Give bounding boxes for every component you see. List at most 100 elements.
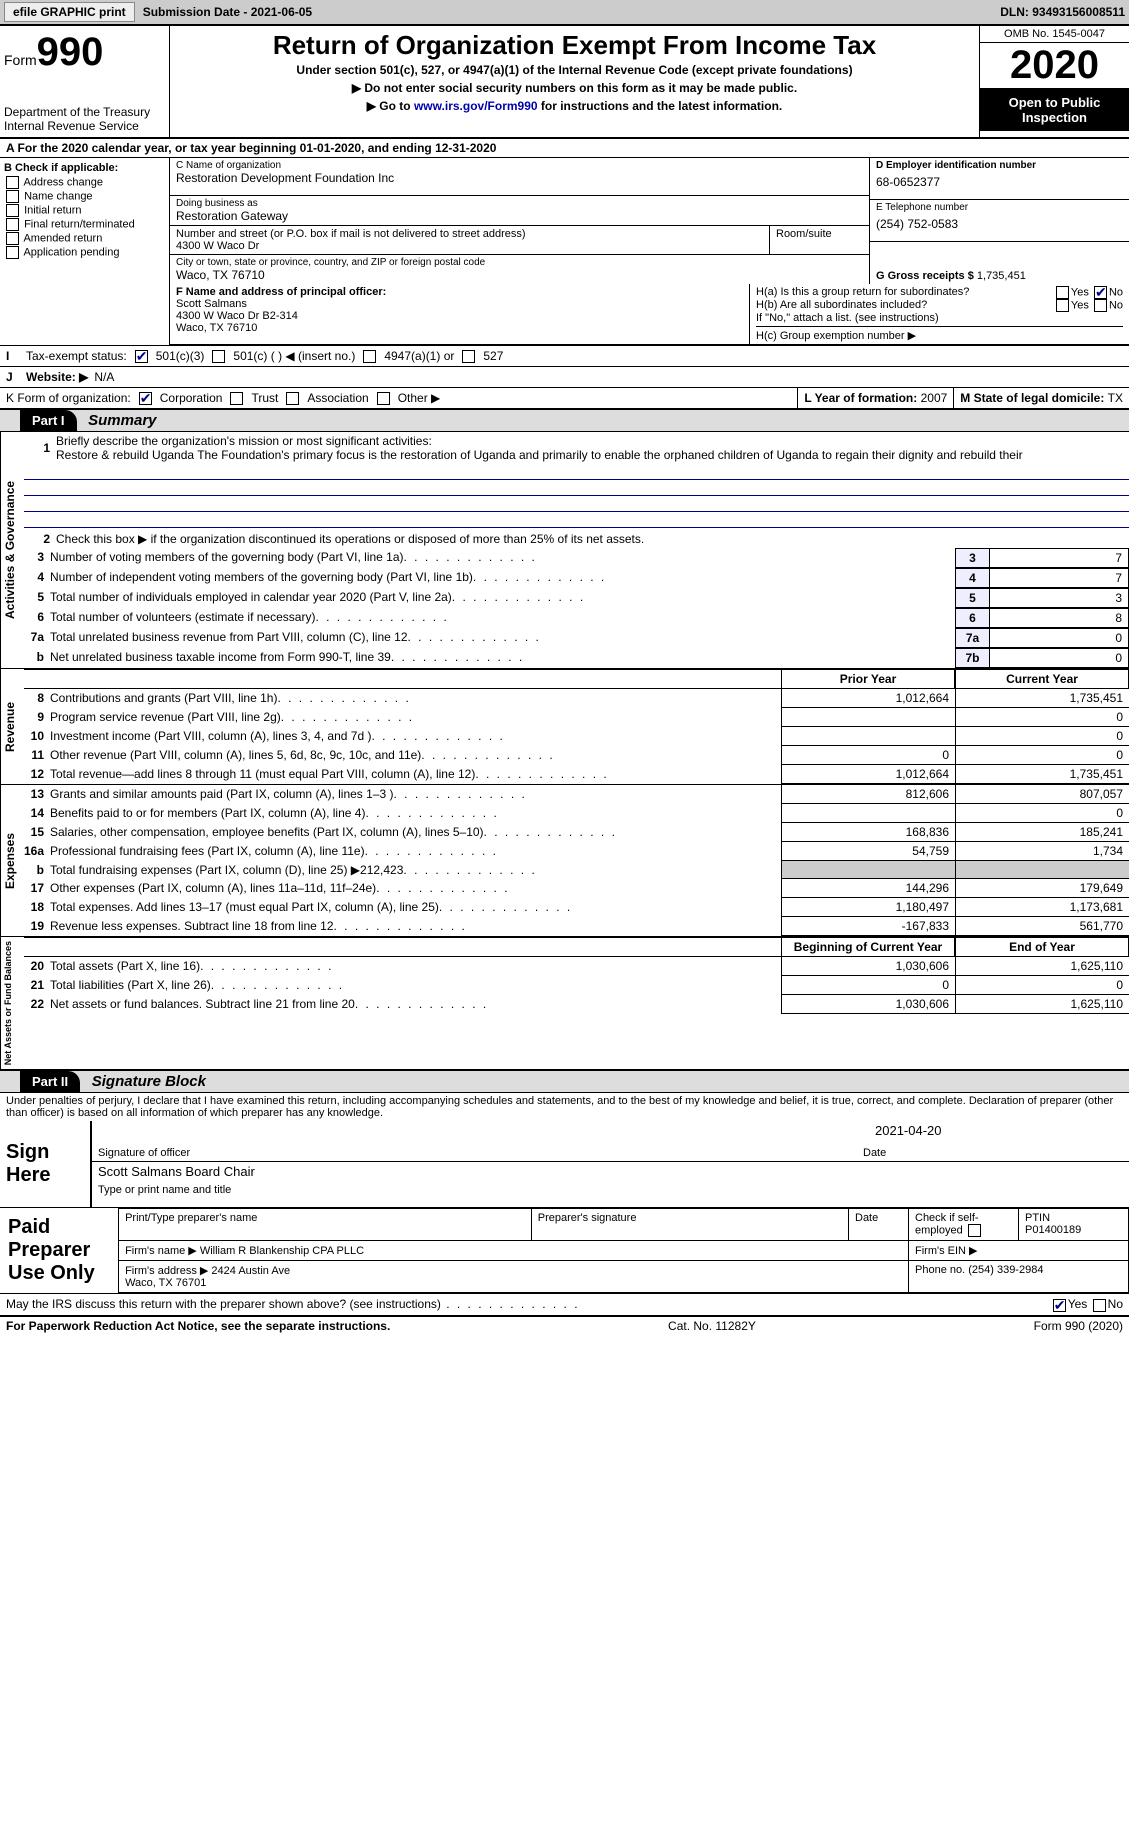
part-i-header: Part I Summary [0,409,1129,432]
line-15: 15Salaries, other compensation, employee… [24,823,1129,842]
line-18: 18Total expenses. Add lines 13–17 (must … [24,898,1129,917]
line-j-website: JWebsite: ▶N/A [0,367,1129,388]
row-a-period: A For the 2020 calendar year, or tax yea… [0,139,1129,158]
line-11: 11Other revenue (Part VIII, column (A), … [24,746,1129,765]
principal-officer: F Name and address of principal officer:… [170,284,749,344]
line-l: L Year of formation: 2007 [797,388,953,408]
line-17: 17Other expenses (Part IX, column (A), l… [24,879,1129,898]
sig-date-label: Date [863,1147,1123,1159]
section-revenue: Revenue Prior YearCurrent Year 8Contribu… [0,669,1129,785]
omb-number: OMB No. 1545-0047 [980,26,1129,43]
note-ssn: ▶ Do not enter social security numbers o… [178,81,971,95]
ck-527[interactable] [462,350,475,363]
vtab-netassets: Net Assets or Fund Balances [0,937,24,1069]
ck-address-change[interactable]: Address change [4,176,165,189]
ck-4947[interactable] [363,350,376,363]
note-link: ▶ Go to www.irs.gov/Form990 for instruct… [178,99,971,113]
ck-name-change[interactable]: Name change [4,190,165,203]
officer-name-label: Type or print name and title [98,1184,231,1196]
firm-phone: Phone no. (254) 339-2984 [909,1261,1129,1293]
ck-app-pending[interactable]: Application pending [4,246,165,259]
prep-date-hdr: Date [849,1209,909,1241]
line-14: 14Benefits paid to or for members (Part … [24,804,1129,823]
form-number: Form990 [4,30,165,75]
line-21: 21Total liabilities (Part X, line 26)00 [24,976,1129,995]
discuss-line: May the IRS discuss this return with the… [0,1294,1129,1315]
ck-assoc[interactable] [286,392,299,405]
line-b: bNet unrelated business taxable income f… [24,648,1129,668]
ein-cell: D Employer identification number68-06523… [870,158,1129,200]
hdr-current-year: Current Year [955,669,1129,689]
ck-initial-return[interactable]: Initial return [4,204,165,217]
line-b: bTotal fundraising expenses (Part IX, co… [24,861,1129,879]
line-m: M State of legal domicile: TX [953,388,1129,408]
prep-name-hdr: Print/Type preparer's name [119,1209,532,1241]
firm-name: Firm's name ▶ William R Blankenship CPA … [119,1241,909,1261]
line-i-tax-status: ITax-exempt status: 501(c)(3) 501(c) ( )… [0,346,1129,367]
sign-here-label: Sign Here [0,1121,90,1207]
section-governance: Activities & Governance 1Briefly describ… [0,432,1129,669]
city-cell: City or town, state or province, country… [170,255,869,284]
submission-date-label: Submission Date - 2021-06-05 [143,5,312,19]
hdr-prior-year: Prior Year [781,669,955,689]
line-4: 4Number of independent voting members of… [24,568,1129,588]
form-subtitle: Under section 501(c), 527, or 4947(a)(1)… [178,63,971,77]
ck-final-return[interactable]: Final return/terminated [4,218,165,231]
gross-receipts-cell: G Gross receipts $ 1,735,451 [870,268,1129,284]
paid-preparer-label: Paid Preparer Use Only [0,1208,118,1293]
org-name-cell: C Name of organizationRestoration Develo… [170,158,869,196]
ck-corp[interactable] [139,392,152,405]
line-20: 20Total assets (Part X, line 16)1,030,60… [24,957,1129,976]
line-7a: 7aTotal unrelated business revenue from … [24,628,1129,648]
dept-treasury: Department of the Treasury Internal Reve… [4,105,165,133]
ck-discuss-no[interactable] [1093,1299,1106,1312]
open-inspection: Open to Public Inspection [980,89,1129,131]
tax-year: 2020 [980,43,1129,89]
instructions-link[interactable]: www.irs.gov/Form990 [414,99,538,113]
line-3: 3Number of voting members of the governi… [24,548,1129,568]
firm-address: Firm's address ▶ 2424 Austin Ave Waco, T… [119,1261,909,1293]
top-bar: efile GRAPHIC print Submission Date - 20… [0,0,1129,24]
hdr-beg-year: Beginning of Current Year [781,937,955,957]
ck-amended[interactable]: Amended return [4,232,165,245]
ck-discuss-yes[interactable] [1053,1299,1066,1312]
entity-block: B Check if applicable: Address change Na… [0,158,1129,346]
vtab-revenue: Revenue [0,669,24,784]
line-16a: 16aProfessional fundraising fees (Part I… [24,842,1129,861]
ck-trust[interactable] [230,392,243,405]
col-b-checkboxes: B Check if applicable: Address change Na… [0,158,170,345]
ck-501c3[interactable] [135,350,148,363]
room-cell: Room/suite [769,226,869,255]
efile-print-button[interactable]: efile GRAPHIC print [4,2,135,22]
line-8: 8Contributions and grants (Part VIII, li… [24,689,1129,708]
hdr-end-year: End of Year [955,937,1129,957]
ck-other[interactable] [377,392,390,405]
line-13: 13Grants and similar amounts paid (Part … [24,785,1129,804]
preparer-table: Print/Type preparer's name Preparer's si… [118,1208,1129,1293]
perjury-statement: Under penalties of perjury, I declare th… [0,1093,1129,1121]
address-cell: Number and street (or P.O. box if mail i… [170,226,769,255]
line-10: 10Investment income (Part VIII, column (… [24,727,1129,746]
line-6: 6Total number of volunteers (estimate if… [24,608,1129,628]
line-k-org-form: K Form of organization: Corporation Trus… [0,388,797,408]
line-9: 9Program service revenue (Part VIII, lin… [24,708,1129,727]
telephone-cell: E Telephone number(254) 752-0583 [870,200,1129,242]
prep-self-emp: Check if self-employed [909,1209,1019,1241]
prep-ptin: PTINP01400189 [1019,1209,1129,1241]
sig-officer-label: Signature of officer [98,1147,863,1159]
section-netassets: Net Assets or Fund Balances Beginning of… [0,937,1129,1070]
dba-cell: Doing business asRestoration Gateway [170,196,869,226]
vtab-expenses: Expenses [0,785,24,936]
ck-501c[interactable] [212,350,225,363]
line-5: 5Total number of individuals employed in… [24,588,1129,608]
line-19: 19Revenue less expenses. Subtract line 1… [24,917,1129,936]
firm-ein: Firm's EIN ▶ [909,1241,1129,1261]
line-12: 12Total revenue—add lines 8 through 11 (… [24,765,1129,784]
dln: DLN: 93493156008511 [1000,5,1125,19]
part-ii-header: Part II Signature Block [0,1070,1129,1093]
page-footer: For Paperwork Reduction Act Notice, see … [0,1316,1129,1335]
h-section: H(a) Is this a group return for subordin… [749,284,1129,344]
sig-date: 2021-04-20 [869,1121,1129,1145]
line-22: 22Net assets or fund balances. Subtract … [24,995,1129,1014]
form-title: Return of Organization Exempt From Incom… [178,30,971,61]
